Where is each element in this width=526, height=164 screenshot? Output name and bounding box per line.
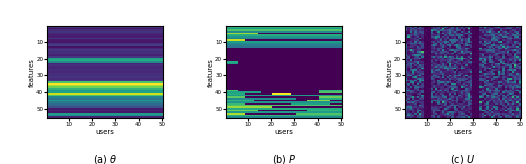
X-axis label: users: users — [453, 129, 472, 135]
X-axis label: users: users — [275, 129, 294, 135]
Y-axis label: features: features — [208, 58, 214, 87]
Text: (b) $P$: (b) $P$ — [271, 153, 297, 164]
Y-axis label: features: features — [387, 58, 393, 87]
X-axis label: users: users — [96, 129, 115, 135]
Text: (c) $U$: (c) $U$ — [450, 153, 476, 164]
Y-axis label: features: features — [29, 58, 35, 87]
Text: (a) $\theta$: (a) $\theta$ — [93, 153, 117, 164]
